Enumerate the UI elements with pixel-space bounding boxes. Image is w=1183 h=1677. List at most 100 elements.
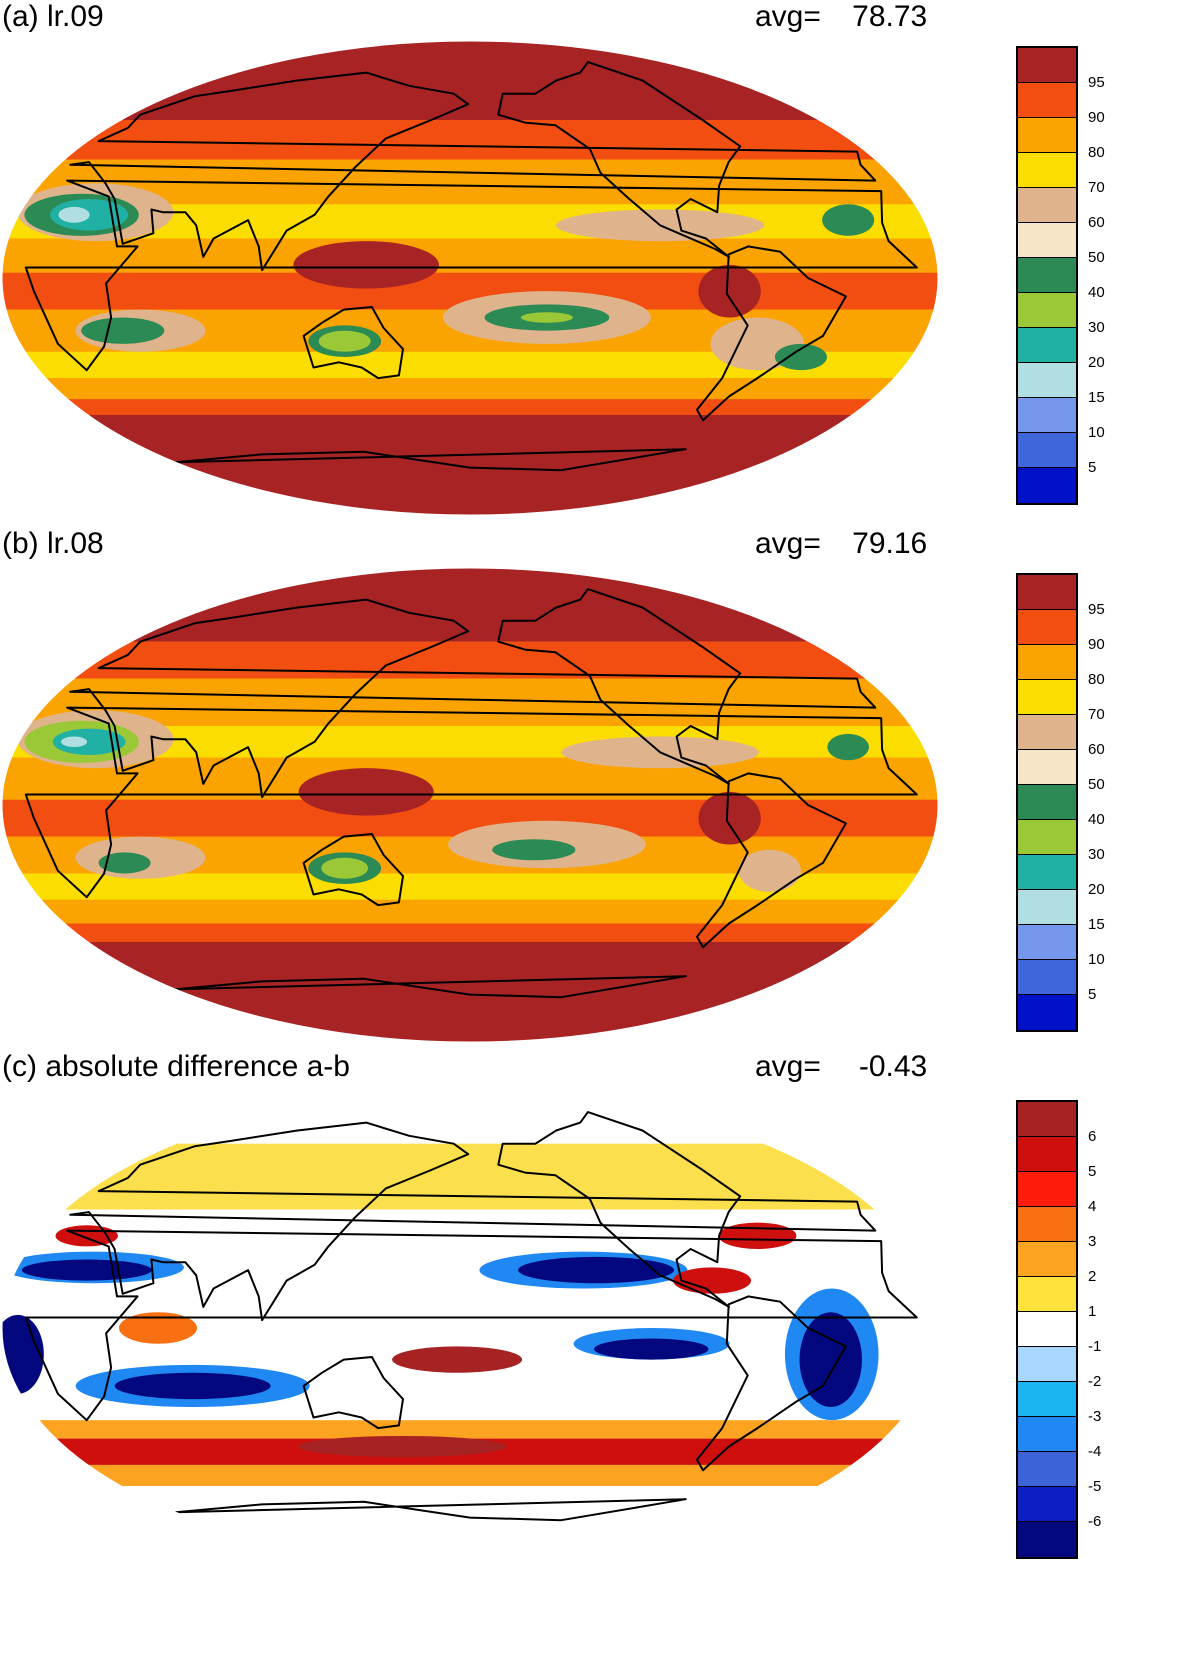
colorbar-label: 40	[1088, 811, 1105, 828]
map-field	[2, 1091, 938, 1565]
colorbar-swatch	[1018, 645, 1076, 680]
colorbar-label: 40	[1088, 284, 1105, 301]
colorbar-label: 5	[1088, 1163, 1097, 1180]
colorbar-label: 6	[1088, 1128, 1097, 1145]
field-region	[318, 330, 371, 352]
latitude-band	[2, 378, 938, 400]
colorbar-swatch	[1018, 293, 1076, 328]
colorbar-swatch	[1018, 1417, 1076, 1452]
coastline-eurasia	[69, 1121, 877, 1322]
colorbar-label: 60	[1088, 741, 1105, 758]
field-region	[392, 1346, 523, 1373]
latitude-band	[2, 899, 938, 924]
field-region	[119, 1312, 197, 1344]
latitude-band	[2, 568, 938, 642]
latitude-band	[2, 1143, 938, 1210]
avg-value: 78.73	[852, 0, 928, 33]
colorbar-swatch	[1018, 610, 1076, 645]
colorbar-label: -1	[1088, 1338, 1102, 1355]
latitude-band	[2, 678, 938, 726]
avg-value: -0.43	[858, 1050, 928, 1083]
avg-label: avg=	[755, 0, 821, 33]
map-field	[2, 568, 938, 1042]
avg-label: avg=	[755, 1050, 821, 1083]
map-lr08	[1, 567, 939, 1043]
colorbar-swatch	[1018, 48, 1076, 83]
panel-title: (c) absolute difference a-b	[2, 1050, 350, 1083]
colorbar-label: 80	[1088, 671, 1105, 688]
field-region	[822, 204, 875, 236]
field-region	[673, 1267, 752, 1294]
colorbar-swatch	[1018, 1487, 1076, 1522]
field-region	[698, 264, 761, 318]
map-border	[1, 1090, 939, 1566]
field-region	[81, 317, 165, 344]
colorbar-swatch	[1018, 328, 1076, 363]
colorbar-swatch	[1018, 960, 1076, 995]
panel-average: avg= -0.43	[755, 1050, 927, 1084]
colorbar-label: 95	[1088, 74, 1105, 91]
colorbar-swatch	[1018, 118, 1076, 153]
colorbar-label: 15	[1088, 916, 1105, 933]
colorbar-swatch	[1018, 680, 1076, 715]
latitude-band	[2, 1464, 938, 1486]
field-region	[21, 1259, 152, 1281]
colorbar-swatch	[1018, 1312, 1076, 1347]
field-region	[827, 733, 869, 761]
coastline-africa	[24, 706, 918, 899]
colorbar-swatch	[1018, 1102, 1076, 1137]
field-region	[321, 857, 369, 879]
colorbar-swatch	[1018, 188, 1076, 223]
colorbar-label: 15	[1088, 389, 1105, 406]
colorbar-label: 90	[1088, 109, 1105, 126]
latitude-band	[2, 1420, 938, 1439]
coastline-australia	[302, 1356, 404, 1430]
panel-average: avg= 79.16	[755, 527, 927, 561]
colorbar-swatch	[1018, 995, 1076, 1030]
field-region	[520, 312, 573, 323]
colorbar-label: 80	[1088, 144, 1105, 161]
map-border	[1, 567, 939, 1043]
field-region	[298, 1435, 507, 1458]
colorbar-swatch	[1018, 258, 1076, 293]
map-lr09	[1, 40, 939, 516]
latitude-band	[2, 757, 938, 800]
colorbar-label: 50	[1088, 249, 1105, 266]
map-difference	[1, 1090, 939, 1566]
colorbar-swatch	[1018, 398, 1076, 433]
coastline-namerica	[497, 588, 742, 785]
colorbar-label: 20	[1088, 881, 1105, 898]
colorbar-label: 95	[1088, 601, 1105, 618]
coastline-eurasia	[69, 598, 877, 799]
colorbar-swatch	[1018, 820, 1076, 855]
field-region	[58, 206, 90, 223]
colorbar-swatch	[1018, 1172, 1076, 1207]
field-region	[293, 241, 439, 289]
colorbar-label: -5	[1088, 1478, 1102, 1495]
colorbar-swatch	[1018, 1382, 1076, 1417]
latitude-band	[2, 414, 938, 515]
field-region	[774, 343, 827, 371]
coastline-eurasia	[69, 71, 877, 272]
colorbar-swatch	[1018, 153, 1076, 188]
colorbar-label: 90	[1088, 636, 1105, 653]
latitude-band	[2, 399, 938, 415]
colorbar-label: 60	[1088, 214, 1105, 231]
colorbar-swatch	[1018, 1137, 1076, 1172]
colorbar-label: 10	[1088, 424, 1105, 441]
coastline-samerica	[696, 772, 847, 949]
colorbar-label: 3	[1088, 1233, 1097, 1250]
field-region	[738, 849, 801, 892]
colorbar-label: 10	[1088, 951, 1105, 968]
colorbar-swatch	[1018, 433, 1076, 468]
latitude-band	[2, 923, 938, 942]
field-region	[718, 1222, 797, 1249]
colorbar	[1016, 573, 1078, 1032]
colorbar-label: 50	[1088, 776, 1105, 793]
colorbar-label: 1	[1088, 1303, 1097, 1320]
colorbar-label: 5	[1088, 459, 1097, 476]
field-region	[492, 839, 576, 861]
field-region	[698, 791, 761, 845]
coastline-namerica	[497, 61, 742, 258]
field-region	[114, 1372, 271, 1400]
